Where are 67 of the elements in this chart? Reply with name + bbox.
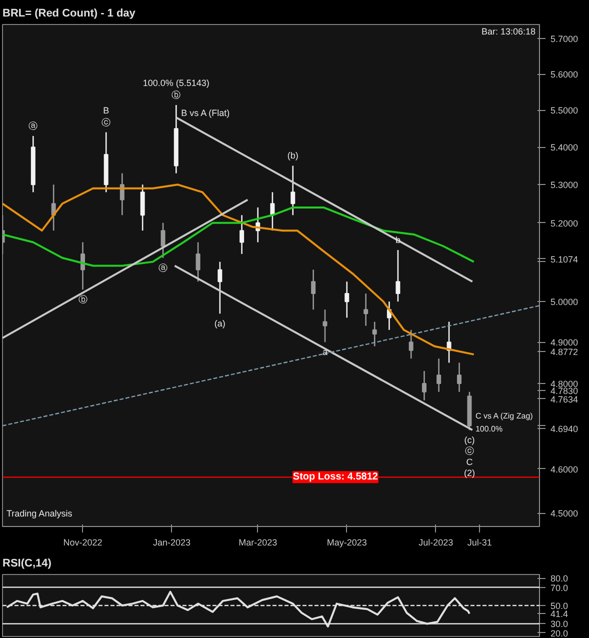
y-tick-label: 41.4 <box>550 608 568 619</box>
chart-title: BRL= (Red Count) - 1 day <box>2 8 136 20</box>
annotation: ⓐ <box>28 120 38 131</box>
candlestick <box>160 222 166 259</box>
candlestick <box>290 165 296 216</box>
y-tick-label: 5.3000 <box>550 180 578 190</box>
annotation: 100.0% <box>475 424 503 434</box>
candlestick <box>240 214 244 255</box>
annotation: B vs A (Flat) <box>181 108 230 118</box>
y-tick-label: 4.7634 <box>550 394 578 404</box>
annotation: Bar: 13:06:18 <box>481 26 536 36</box>
chart-title: RSI(C,14) <box>2 558 52 570</box>
x-tick-label: Jul-2023 <box>418 538 454 548</box>
candlestick <box>196 242 200 282</box>
annotation: ⓑ <box>172 90 181 100</box>
annotation: ⓒ <box>464 446 474 456</box>
annotation: (2) <box>464 468 475 478</box>
candlestick <box>218 261 222 314</box>
annotation: ⓐ <box>158 262 168 273</box>
candlestick <box>408 329 414 360</box>
annotation: ⓒ <box>102 117 111 128</box>
annotation: (c) <box>464 435 475 446</box>
y-tick-label: 5.4000 <box>550 142 578 153</box>
y-tick-label: 70.0 <box>550 582 568 593</box>
y-tick-label: 4.5000 <box>550 508 578 519</box>
y-tick-label: 4.8772 <box>550 346 578 357</box>
y-tick-label: 5.5000 <box>550 106 578 116</box>
annotation: B <box>103 105 110 116</box>
candlestick <box>140 184 145 232</box>
annotation: b <box>395 235 400 246</box>
y-tick-label: 50.0 <box>550 601 568 611</box>
candlestick <box>344 280 350 318</box>
x-tick-label: Mar-2023 <box>238 538 278 548</box>
y-tick-label: 4.7830 <box>550 386 578 396</box>
annotation: C vs A (Zig Zag) <box>475 412 534 421</box>
line-series <box>2 184 475 356</box>
x-tick-label: Nov-2022 <box>63 538 102 548</box>
y-tick-label: 5.7000 <box>550 34 578 44</box>
annotation: Trading Analysis <box>6 508 73 518</box>
y-tick-label: 80.0 <box>550 574 568 584</box>
y-tick-label: 30.0 <box>550 619 568 630</box>
annotation: C <box>466 457 474 468</box>
y-tick-label: 5.0000 <box>550 297 578 308</box>
candlestick <box>456 362 462 393</box>
ref-line-label: Stop Loss: 4.5812 <box>292 472 378 483</box>
y-tick-label: 5.2000 <box>550 218 578 228</box>
candlestick <box>436 358 442 393</box>
candlestick <box>372 321 377 347</box>
x-tick-label: Jan-2023 <box>153 538 191 548</box>
y-tick-label: 20.0 <box>550 628 568 638</box>
annotation: (b) <box>287 150 298 161</box>
y-tick-label: 5.1074 <box>550 254 578 264</box>
annotation: ⓑ <box>78 294 88 305</box>
candlestick <box>364 292 368 326</box>
candlestick <box>311 269 316 310</box>
annotation: (a) <box>214 318 226 329</box>
candlestick <box>422 370 426 401</box>
y-tick-label: 4.9000 <box>550 338 578 348</box>
x-tick-label: Jul-31 <box>467 538 492 548</box>
y-tick-label: 4.6000 <box>550 464 578 474</box>
candlestick <box>270 192 275 232</box>
candlestick <box>396 249 400 302</box>
annotation: 100.0% (5.5143) <box>142 78 210 88</box>
candlestick <box>322 308 328 343</box>
y-tick-label: 4.6940 <box>550 424 578 434</box>
y-tick-label: 5.6000 <box>550 70 578 80</box>
x-tick-label: May-2023 <box>326 538 367 548</box>
